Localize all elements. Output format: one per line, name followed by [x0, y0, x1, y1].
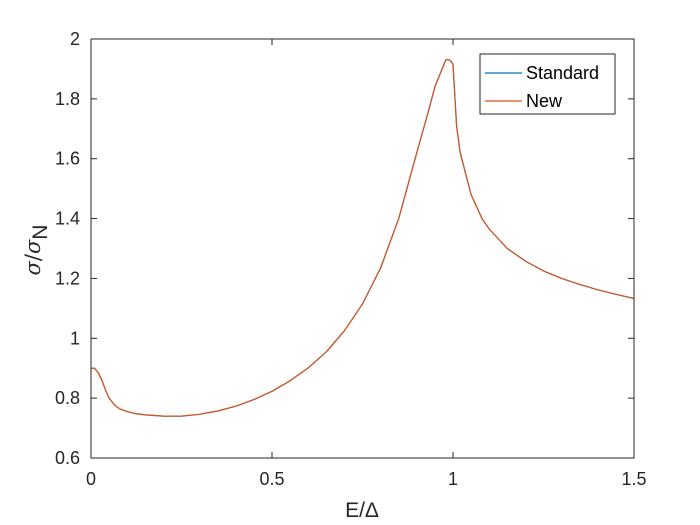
y-tick-label: 1.6 — [55, 149, 80, 169]
legend-box — [479, 53, 616, 115]
x-tick-label: 1.5 — [621, 469, 646, 489]
legend-label-new: New — [526, 91, 563, 111]
x-tick-label: 1 — [448, 469, 458, 489]
legend: Standard New — [479, 53, 616, 115]
y-tick-label: 1.8 — [55, 89, 80, 109]
series-line-new — [91, 59, 635, 417]
y-tick-label: 1.2 — [55, 268, 80, 288]
y-tick-label: 2 — [70, 29, 80, 49]
y-axis-label: σ/σN — [21, 225, 52, 276]
plot-area-frame — [90, 38, 635, 459]
series-layer — [91, 59, 635, 417]
y-tick-label: 0.8 — [55, 388, 80, 408]
x-tick-label: 0.5 — [259, 469, 284, 489]
x-tick-label: 0 — [86, 469, 96, 489]
legend-label-standard: Standard — [526, 63, 599, 83]
ticks-layer: 0 0.5 1 1.5 0.6 0.8 1 1.2 1.4 1.6 1.8 2 — [55, 29, 647, 489]
x-axis-label: E/Δ — [345, 499, 379, 522]
y-tick-label: 0.6 — [55, 448, 80, 468]
y-tick-label: 1.4 — [55, 209, 80, 229]
y-tick-label: 1 — [70, 328, 80, 348]
